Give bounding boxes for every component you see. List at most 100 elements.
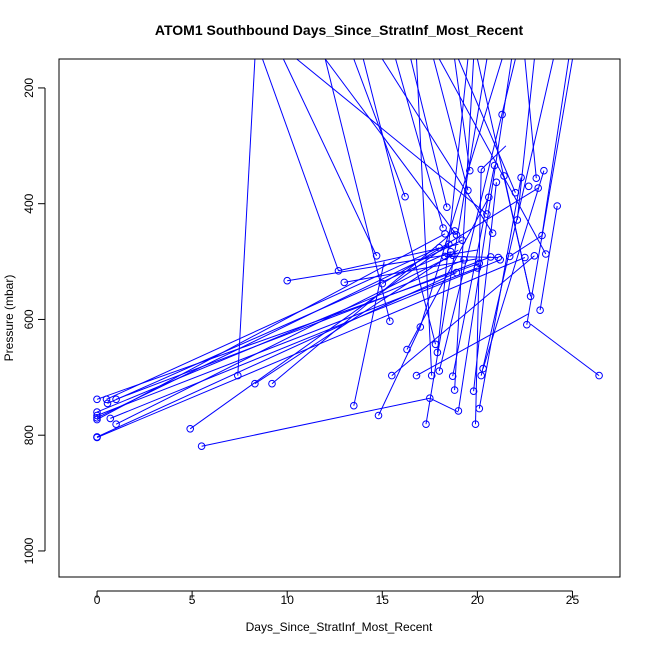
series-markers (93, 110, 603, 451)
data-point (93, 395, 101, 404)
data-point (388, 371, 396, 380)
x-axis: 0 5 10 15 20 25 (94, 590, 580, 607)
x-tick-label: 0 (94, 593, 101, 607)
series-line-segment (324, 59, 391, 322)
series-line-segment (96, 259, 465, 413)
series-line-segment (362, 59, 436, 345)
data-point (103, 399, 112, 408)
data-point (441, 230, 449, 238)
data-point (526, 292, 535, 301)
data-point (523, 320, 531, 329)
data-point (521, 253, 529, 262)
data-point (350, 401, 358, 410)
series-line-segment (436, 59, 469, 353)
series-line-segment (480, 145, 507, 170)
data-point (401, 192, 409, 201)
data-point (479, 364, 487, 373)
data-point (466, 166, 474, 175)
data-point (251, 379, 259, 388)
series-line-segment (296, 59, 488, 215)
series-line-segment (189, 243, 450, 430)
data-point (443, 203, 451, 211)
data-point (496, 256, 505, 264)
data-point (538, 231, 546, 240)
x-tick-label: 25 (566, 593, 580, 607)
series-line-segment (96, 239, 463, 419)
series-line-segment (353, 59, 406, 197)
data-point (426, 394, 434, 403)
data-point (490, 161, 499, 170)
data-point (458, 236, 467, 244)
data-point (441, 252, 449, 261)
series-line-segment (425, 59, 488, 425)
series-line-segment (438, 59, 547, 255)
series-line-segment (201, 397, 430, 447)
y-tick-label: 800 (22, 425, 36, 445)
data-point (93, 433, 101, 442)
data-point (473, 264, 482, 272)
data-point (435, 243, 444, 252)
data-point (93, 411, 101, 420)
data-point (498, 110, 506, 119)
series-line-segment (429, 397, 459, 413)
series-line-segment (271, 230, 455, 385)
data-point (268, 379, 276, 388)
data-point (283, 276, 292, 285)
data-point (412, 371, 421, 380)
series-line-segment (516, 59, 535, 220)
data-point (517, 173, 525, 182)
data-point (494, 253, 503, 262)
series-line-segment (96, 262, 480, 400)
x-axis-label: Days_Since_StratInf_Most_Recent (246, 620, 433, 634)
data-point (450, 386, 459, 394)
data-point (448, 251, 457, 259)
series-line-segment (395, 59, 444, 229)
data-point (450, 227, 459, 235)
data-point (93, 408, 101, 416)
chart-title: ATOM1 Southbound Days_Since_StratInf_Mos… (155, 22, 524, 38)
data-point (372, 252, 381, 260)
data-point (505, 252, 514, 261)
data-point (452, 231, 461, 239)
data-point (534, 184, 543, 192)
data-point (112, 420, 120, 429)
x-tick-label: 15 (376, 593, 390, 607)
series-line-segment (110, 259, 501, 419)
series-line-segment (444, 255, 499, 258)
series-line-segment (457, 59, 516, 193)
series-line-segment (115, 254, 453, 425)
data-point (486, 253, 495, 261)
data-point (540, 166, 548, 175)
series-line-segment (115, 256, 491, 400)
y-axis-label: Pressure (mbar) (2, 275, 16, 362)
series-line-segment (381, 59, 494, 234)
series-line-segment (454, 59, 475, 391)
data-point (513, 216, 522, 224)
data-point (553, 202, 562, 210)
data-point (445, 240, 453, 248)
data-point (427, 371, 436, 380)
data-point (452, 268, 461, 277)
series-line-segment (416, 59, 433, 376)
series-line-segment (324, 59, 457, 236)
data-point (477, 371, 486, 380)
data-point (530, 252, 539, 260)
data-point (464, 186, 472, 195)
data-point (433, 348, 442, 357)
series-line-segment (475, 169, 482, 425)
data-point (532, 174, 541, 182)
series-line-segment (282, 59, 378, 257)
series-line-segment (416, 313, 529, 377)
series-line-segment (391, 255, 535, 376)
data-point (485, 193, 493, 202)
data-point (475, 259, 484, 268)
data-point (197, 442, 206, 451)
data-point (106, 414, 115, 423)
y-axis: 200 400 600 800 1000 (22, 78, 46, 564)
data-point (403, 345, 411, 354)
series-line-segment (541, 59, 570, 236)
x-tick-label: 10 (281, 593, 295, 607)
data-point (102, 395, 111, 404)
